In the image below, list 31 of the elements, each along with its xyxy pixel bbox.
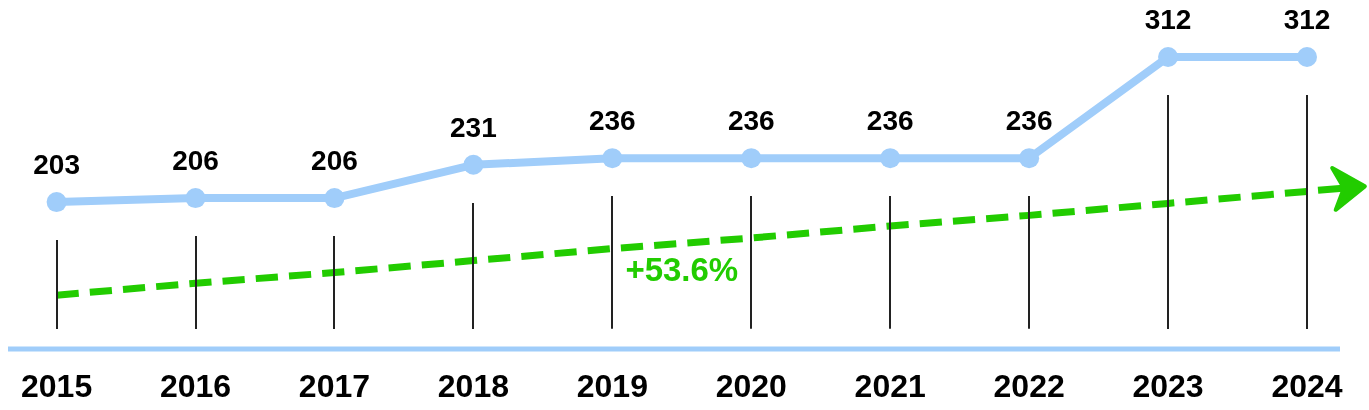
- x-tick-label: 2018: [437, 368, 509, 405]
- data-label: 236: [588, 104, 636, 136]
- point: [185, 188, 206, 209]
- x-tick-label: 2016: [159, 368, 232, 405]
- x-tick-label: 2022: [993, 368, 1065, 405]
- point: [741, 148, 762, 169]
- data-label: 236: [866, 104, 914, 136]
- point: [463, 154, 484, 175]
- data-label: 312: [1144, 3, 1192, 35]
- x-tick-label: 2024: [1271, 368, 1343, 405]
- data-label: 206: [172, 144, 219, 176]
- data-label: 203: [33, 148, 80, 180]
- x-tick-label: 2019: [576, 368, 648, 405]
- data-label: 206: [311, 144, 358, 176]
- x-tick-label: 2021: [854, 368, 926, 405]
- point: [1158, 47, 1179, 67]
- data-label: 236: [1005, 104, 1053, 136]
- data-label: 236: [727, 104, 775, 136]
- x-tick-label: 2023: [1132, 368, 1204, 405]
- x-tick-label: 2015: [21, 368, 93, 405]
- point: [46, 192, 67, 213]
- point: [880, 148, 901, 169]
- annotation: +53.6%: [625, 251, 739, 289]
- point: [324, 188, 345, 209]
- point: [602, 148, 623, 169]
- data-label: 231: [450, 111, 497, 143]
- point: [1019, 148, 1040, 169]
- data-label: 312: [1283, 3, 1331, 35]
- x-tick-label: 2017: [298, 368, 371, 405]
- point: [1297, 47, 1317, 67]
- x-tick-label: 2020: [715, 368, 787, 405]
